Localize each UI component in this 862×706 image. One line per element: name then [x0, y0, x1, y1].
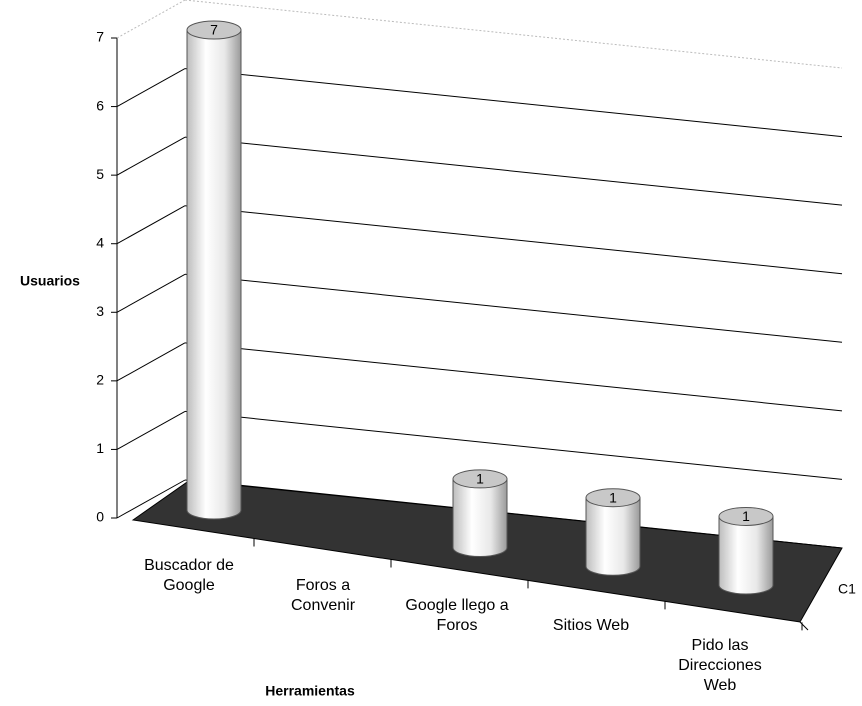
y-tick-label: 0	[96, 509, 104, 525]
grid-line	[184, 0, 843, 69]
y-tick-label: 7	[96, 29, 104, 45]
value-label: 1	[609, 489, 617, 505]
x-tick-label: Buscador de Google	[144, 557, 234, 594]
x-axis-title: Herramientas	[265, 683, 355, 699]
series-label: C1	[838, 581, 856, 597]
value-label: 1	[742, 508, 750, 524]
grid-line	[116, 205, 186, 245]
bar: 1	[585, 488, 641, 576]
bar-top	[585, 488, 641, 508]
y-tick-label: 2	[96, 372, 104, 388]
grid-line	[184, 205, 843, 275]
bar-body	[186, 29, 242, 520]
grid-line	[116, 273, 186, 313]
bar-body	[585, 497, 641, 576]
y-tick-label: 1	[96, 440, 104, 456]
bar-body	[718, 515, 774, 595]
grid-line	[184, 136, 843, 206]
x-tick-label: Sitios Web	[552, 617, 630, 634]
bar-top	[452, 469, 508, 489]
grid-line	[184, 273, 843, 343]
bar-top	[186, 20, 242, 40]
y-tick-label: 6	[96, 97, 104, 113]
grid-line	[184, 410, 843, 480]
grid-line	[184, 342, 843, 412]
depth-tick	[799, 621, 809, 631]
grid-line	[116, 410, 186, 450]
y-tick-label: 3	[96, 303, 104, 319]
x-tick-label: Google llego a Foros	[405, 597, 509, 634]
grid-line	[116, 136, 186, 176]
bar: 7	[186, 20, 242, 520]
grid-line	[184, 68, 843, 138]
grid-line	[116, 479, 186, 519]
y-tick-label: 4	[96, 234, 104, 250]
value-label: 1	[476, 471, 484, 487]
bar-body	[452, 478, 508, 558]
grid-line	[116, 342, 186, 382]
bar: 1	[452, 469, 508, 558]
bar: 1	[718, 506, 774, 595]
y-axis-title: Usuarios	[20, 273, 80, 289]
x-tick-label: Pido las Direcciones Web	[678, 637, 762, 694]
value-label: 7	[210, 22, 218, 38]
bar-top	[718, 506, 774, 526]
grid-line	[116, 0, 186, 39]
grid-line	[116, 68, 186, 108]
x-tick-label: Foros a Convenir	[290, 577, 356, 614]
y-tick-label: 5	[96, 166, 104, 182]
